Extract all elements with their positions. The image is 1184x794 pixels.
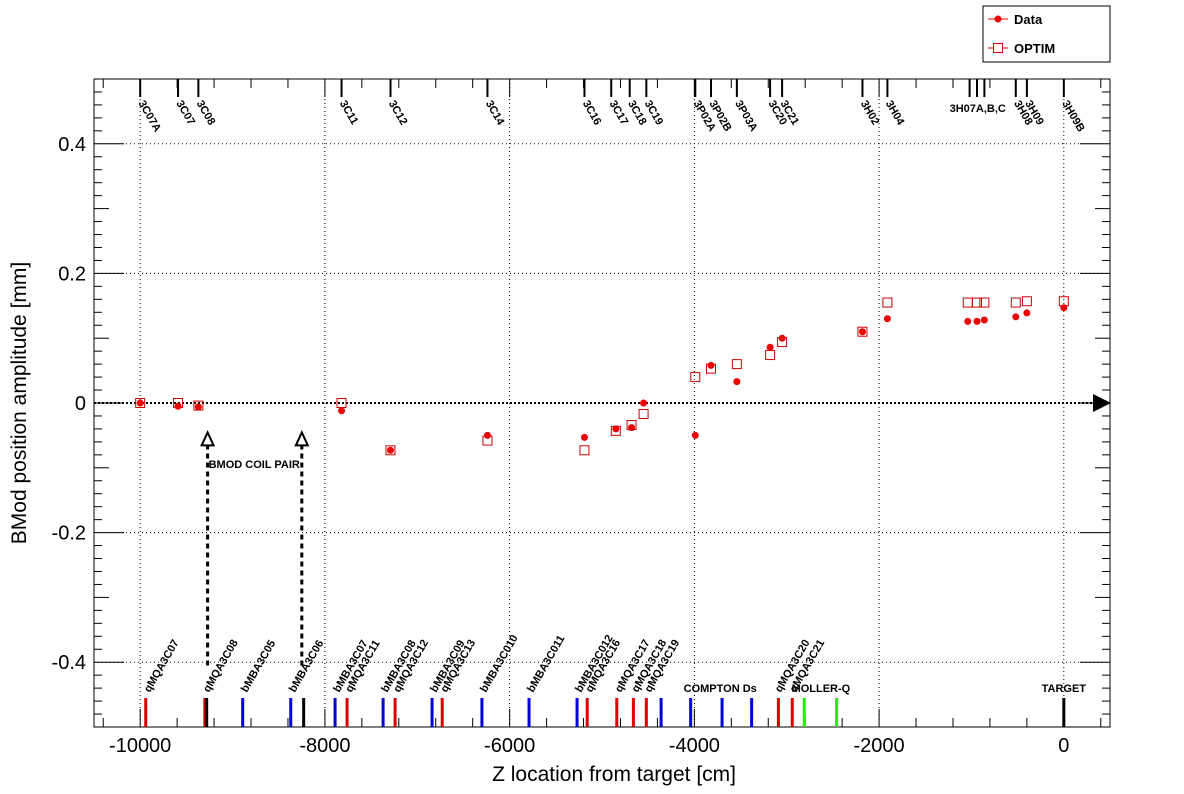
- optim-point: [1021, 296, 1032, 307]
- coil-arrowhead: [200, 430, 216, 447]
- magnet-group-label: TARGET: [1042, 683, 1087, 695]
- data-point: [580, 433, 588, 441]
- axes: -10000 -8000 -6000 -4000 -2000 0 -0.4 -0.2 0 0.2 0…: [52, 79, 1110, 757]
- minor-ticks: [94, 78, 1110, 728]
- legend-data-label: Data: [1014, 12, 1043, 27]
- coil-pair-label: BMOD COIL PAIR: [209, 459, 300, 471]
- y-tick-label: 0.4: [58, 134, 86, 156]
- optim-point: [971, 297, 982, 308]
- optim-point: [690, 372, 701, 383]
- data-point: [778, 334, 786, 342]
- y-tick-label: 0.2: [58, 263, 86, 285]
- legend-data-marker: [994, 15, 1002, 23]
- optim-point: [385, 445, 396, 456]
- data-point: [386, 446, 394, 454]
- y-tick-label: -0.4: [52, 652, 86, 674]
- optim-point: [731, 359, 742, 370]
- legend-optim-marker: [993, 43, 1003, 53]
- data-point: [612, 425, 620, 433]
- y-tick-label: 0: [75, 393, 86, 415]
- x-tick-label: -10000: [109, 735, 171, 757]
- data-point: [766, 343, 774, 351]
- data-point: [980, 316, 988, 324]
- x-tick-label: -2000: [854, 735, 905, 757]
- data-point: [964, 317, 972, 325]
- data-point: [973, 317, 981, 325]
- data-point: [883, 315, 891, 323]
- data-point: [483, 431, 491, 439]
- data-point: [640, 399, 648, 407]
- y-axis-label: BMod position amplitude [mm]: [8, 262, 31, 544]
- coil-arrowhead: [294, 430, 310, 447]
- legend-optim-label: OPTIM: [1014, 41, 1055, 56]
- x-axis-label: Z location from target [cm]: [492, 763, 736, 786]
- optim-point: [135, 398, 146, 408]
- data-point: [1060, 304, 1068, 312]
- data-point: [338, 407, 346, 415]
- magnet-group-label: COMPTON Ds: [684, 683, 757, 695]
- data-point: [707, 361, 715, 369]
- data-point: [1023, 309, 1031, 317]
- x-tick-label: -4000: [669, 735, 720, 757]
- legend-box: [982, 5, 1111, 63]
- magnet-group-label: MOLLER-Q: [792, 683, 851, 695]
- bpm-label: 3H07A,B,C: [950, 103, 1006, 115]
- data-point: [733, 378, 741, 386]
- data-point: [174, 402, 182, 410]
- optim-point: [579, 445, 590, 456]
- data-point: [1012, 313, 1020, 321]
- data-point: [858, 328, 866, 336]
- x-tick-label: -8000: [299, 735, 350, 757]
- optim-point: [1010, 297, 1021, 308]
- optim-point: [882, 297, 893, 308]
- x-tick-label: 0: [1058, 735, 1069, 757]
- data-point: [628, 424, 636, 432]
- data-points: [135, 296, 1069, 456]
- x-tick-label: -6000: [484, 735, 535, 757]
- coil-pair-annotation: BMOD COIL PAIR: [200, 430, 310, 666]
- legend: Data OPTIM: [982, 5, 1111, 63]
- optim-point: [638, 409, 649, 420]
- data-point: [136, 399, 144, 407]
- optim-point: [979, 297, 990, 308]
- optim-point: [857, 326, 868, 337]
- data-point: [194, 403, 202, 411]
- data-point: [691, 431, 699, 439]
- y-tick-label: -0.2: [52, 523, 86, 545]
